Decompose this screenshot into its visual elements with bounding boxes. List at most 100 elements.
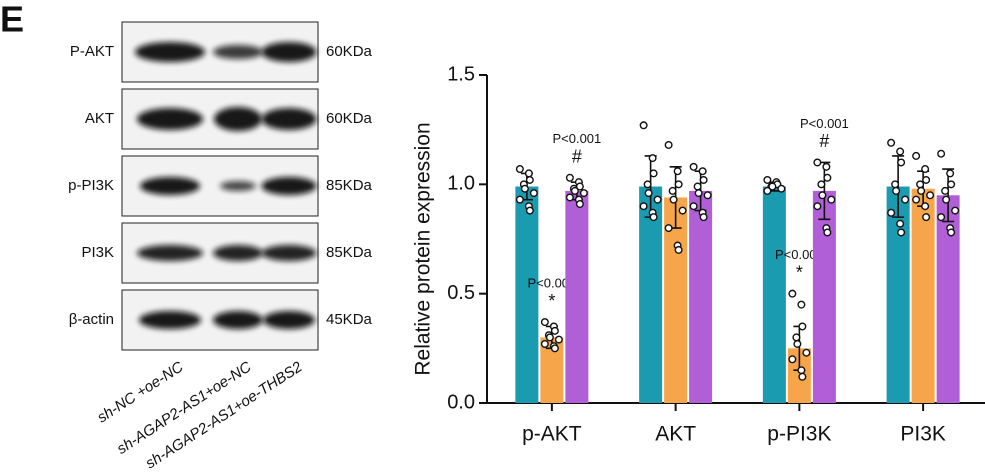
data-point (643, 180, 652, 189)
data-point (699, 175, 708, 184)
x-tick-label: p-PI3K (767, 423, 831, 446)
significance-symbol: # (572, 147, 582, 167)
band (213, 245, 263, 261)
data-point (575, 200, 584, 209)
band (261, 177, 317, 195)
data-point (698, 167, 707, 176)
row-size: 85KDa (326, 177, 373, 194)
data-point (674, 180, 683, 189)
data-point (941, 186, 950, 195)
band (137, 108, 203, 130)
data-point (797, 366, 806, 375)
data-point (565, 193, 574, 202)
data-point (689, 162, 698, 171)
y-tick-label: 0.5 (447, 282, 475, 304)
data-point (788, 289, 797, 298)
data-point (887, 208, 896, 217)
data-point (797, 300, 806, 309)
data-point (668, 186, 677, 195)
data-point (947, 180, 956, 189)
bar (540, 337, 564, 403)
p-value: P<0.001 (775, 247, 824, 262)
data-point (823, 228, 832, 237)
x-tick-label: AKT (655, 423, 696, 446)
data-point (674, 245, 683, 254)
data-point (703, 191, 712, 200)
data-point (524, 169, 533, 178)
data-point (896, 219, 905, 228)
panel-label: E (0, 0, 24, 40)
data-point (813, 158, 822, 167)
data-point (694, 189, 703, 198)
bar (639, 186, 663, 403)
row-label: AKT (85, 110, 114, 127)
data-point (896, 147, 905, 156)
bar (689, 190, 713, 403)
data-point (554, 335, 563, 344)
x-tick-label: p-AKT (522, 423, 582, 446)
band (263, 311, 315, 329)
data-point (763, 186, 772, 195)
band (137, 245, 203, 261)
data-point (922, 213, 931, 222)
p-value: P<0.001 (800, 116, 849, 131)
data-point (550, 344, 559, 353)
x-tick-label: PI3K (900, 423, 946, 446)
data-point (937, 149, 946, 158)
data-point (827, 195, 836, 204)
data-point (570, 186, 579, 195)
data-point (922, 175, 931, 184)
y-tick-label: 1.0 (447, 173, 475, 195)
band (213, 45, 263, 59)
data-point (951, 206, 960, 215)
data-point (788, 355, 797, 364)
band (135, 42, 205, 62)
y-tick-label: 0.0 (447, 391, 475, 413)
y-tick-label: 1.5 (447, 63, 475, 85)
data-point (817, 180, 826, 189)
data-point (798, 322, 807, 331)
data-point (639, 121, 648, 130)
data-point (515, 195, 524, 204)
data-point (946, 169, 955, 178)
data-point (579, 189, 588, 198)
bar (565, 190, 589, 403)
data-point (678, 206, 687, 215)
data-point (649, 213, 658, 222)
row-label: β-actin (69, 311, 114, 328)
data-point (921, 202, 930, 211)
data-point (540, 318, 549, 327)
data-point (792, 333, 801, 342)
data-point (639, 202, 648, 211)
data-point (937, 213, 946, 222)
significance-symbol: # (819, 131, 829, 151)
data-point (699, 213, 708, 222)
data-point (942, 195, 951, 204)
bar (886, 186, 910, 403)
data-point (644, 189, 653, 198)
band (139, 311, 201, 329)
data-point (525, 206, 534, 215)
data-point (822, 162, 831, 171)
data-point (669, 195, 678, 204)
band (214, 107, 262, 131)
row-size: 85KDa (326, 244, 373, 261)
band (261, 42, 317, 62)
data-point (917, 186, 926, 195)
data-point (763, 175, 772, 184)
data-point (947, 228, 956, 237)
bar (812, 190, 836, 403)
data-point (693, 182, 702, 191)
data-point (520, 184, 529, 193)
data-point (673, 167, 682, 176)
data-point (545, 333, 554, 342)
y-axis-label: Relative protein expression (412, 122, 435, 375)
data-point (921, 165, 930, 174)
data-point (529, 189, 538, 198)
data-point (649, 169, 658, 178)
data-point (793, 339, 802, 348)
data-point (802, 348, 811, 357)
bar-chart: 0.0 0.5 1.0 1.5 Relative protein expression p… (412, 63, 985, 446)
row-label: PI3K (81, 244, 114, 261)
